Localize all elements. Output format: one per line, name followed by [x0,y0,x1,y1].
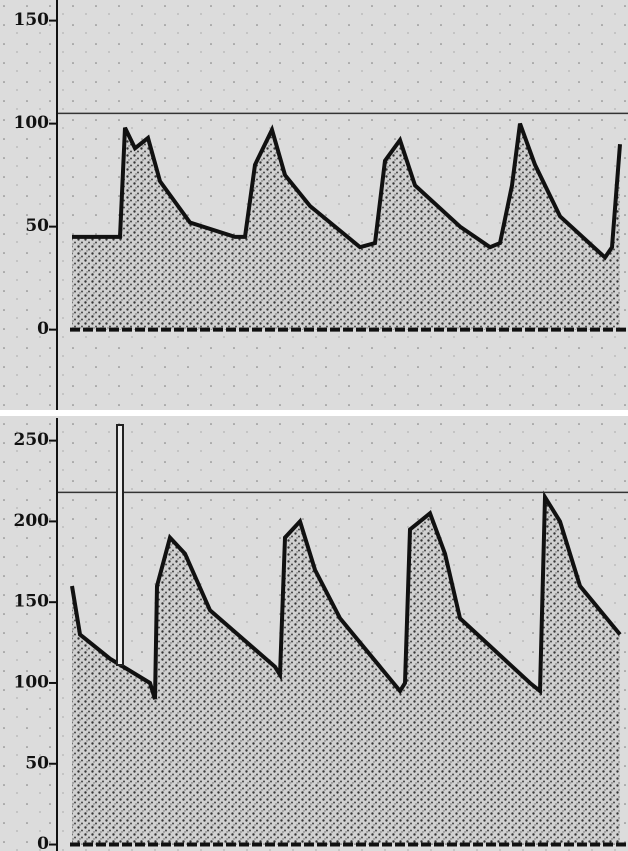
y-tick-label: 250 [14,430,50,450]
y-tick-label: 150 [14,592,50,612]
y-tick-label: 50 [25,753,49,773]
spectrum-fill [72,497,620,845]
y-tick-label: 0 [37,319,49,339]
y-tick-label: 200 [14,511,50,531]
y-tick-label: 0 [37,834,49,851]
cursor-marker [116,424,124,666]
spectral-envelope [72,122,622,261]
y-tick-label: 100 [14,672,50,692]
y-tick-label: 100 [14,113,50,133]
y-tick-label: 50 [25,216,49,236]
spectrum-fill [72,123,620,330]
spectral-envelope [70,490,622,700]
y-tick-label: 150 [14,10,50,30]
